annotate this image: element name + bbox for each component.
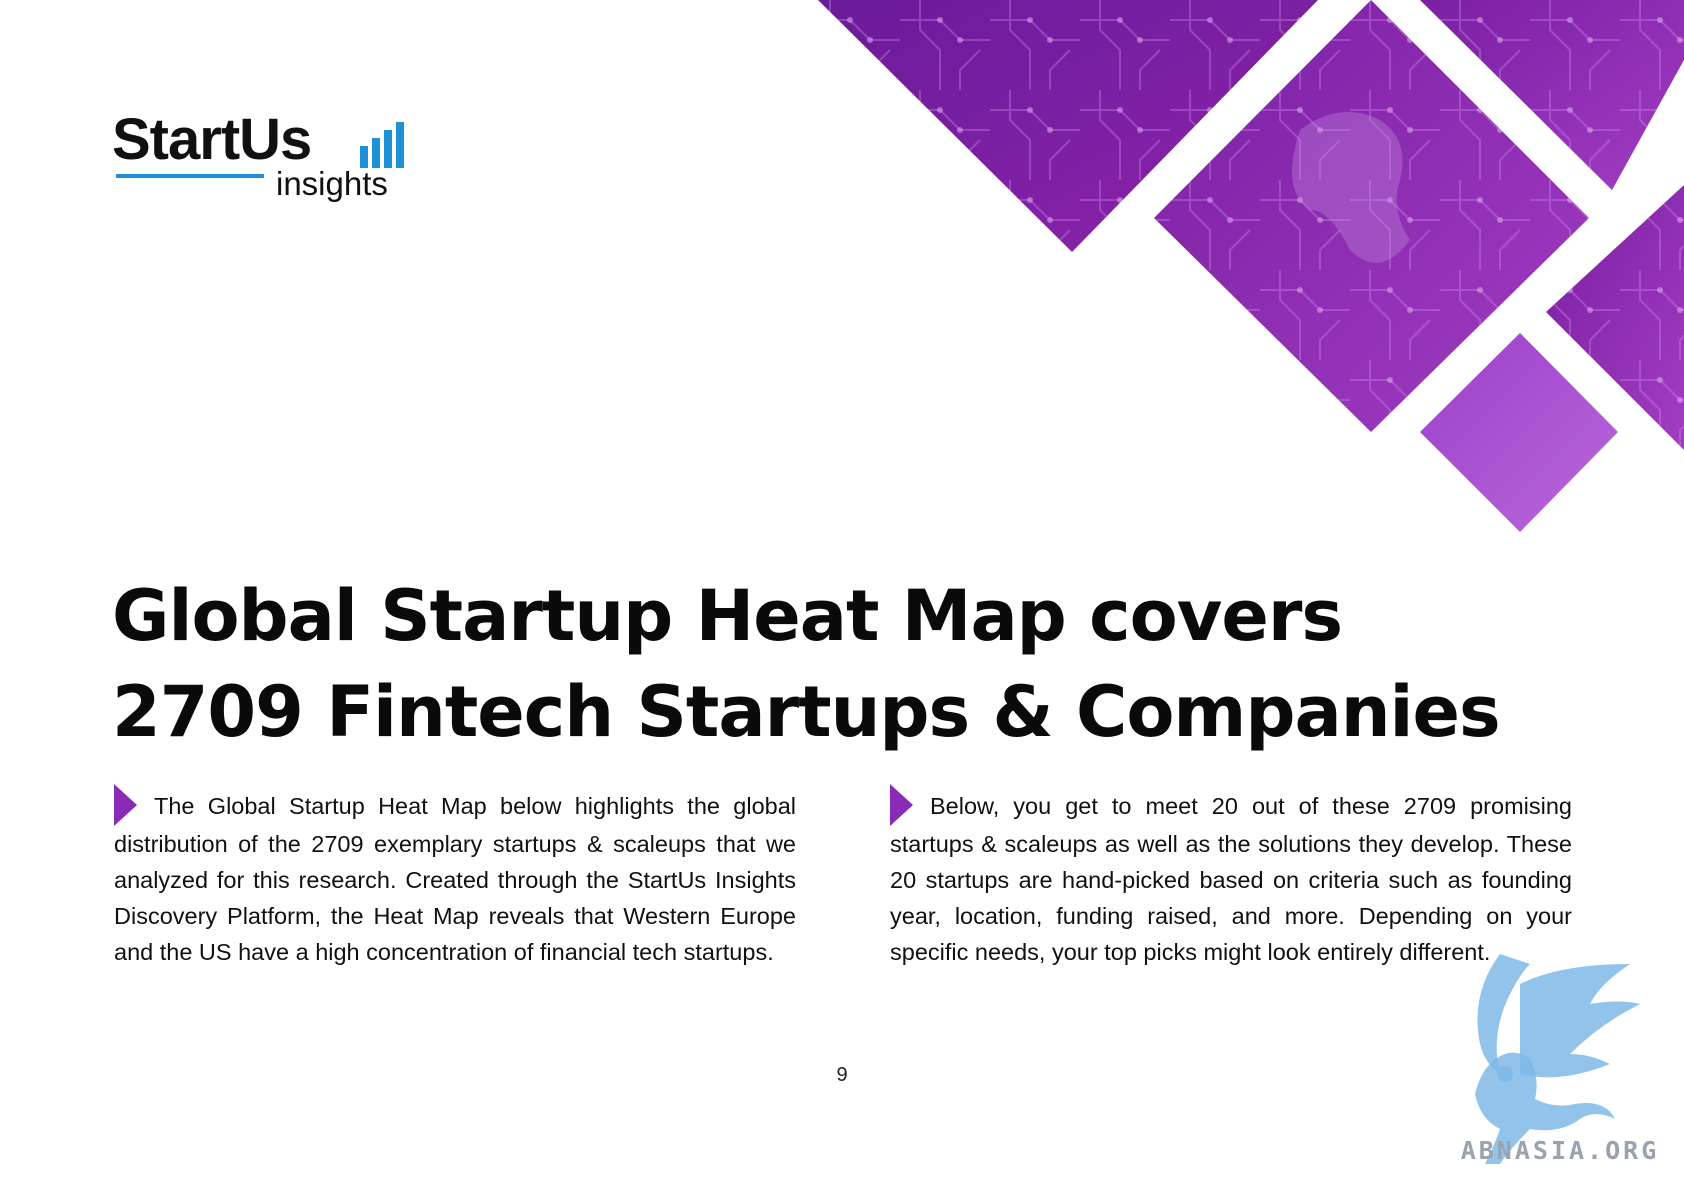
intro-paragraph-right: Below, you get to meet 20 out of these 2…: [890, 784, 1572, 970]
startus-insights-logo: StartUs insights: [112, 108, 412, 208]
bullet-arrow-icon: [114, 784, 137, 826]
intro-paragraph-left: The Global Startup Heat Map below highli…: [114, 784, 796, 970]
bar-chart-icon: [360, 118, 420, 168]
logo-underline: [116, 174, 264, 178]
hero-diamond-small: [1420, 333, 1618, 532]
logo-wordmark: StartUs: [112, 107, 312, 172]
page-number: 9: [836, 1064, 848, 1086]
title-line-1: Global Startup Heat Map covers: [112, 575, 1343, 657]
title-line-2: 2709 Fintech Startups & Companies: [112, 671, 1501, 753]
left-paragraph-text: The Global Startup Heat Map below highli…: [114, 793, 796, 965]
logo-subtitle: insights: [276, 165, 388, 202]
hero-diamond-graphic: [818, 0, 1684, 532]
griffin-watermark-icon: [1475, 954, 1640, 1164]
watermark-text: ABNASIA.ORG: [1460, 1136, 1660, 1165]
right-paragraph-text: Below, you get to meet 20 out of these 2…: [890, 793, 1572, 965]
bullet-arrow-icon: [890, 784, 913, 826]
page-title: Global Startup Heat Map covers 2709 Fint…: [112, 568, 1612, 760]
